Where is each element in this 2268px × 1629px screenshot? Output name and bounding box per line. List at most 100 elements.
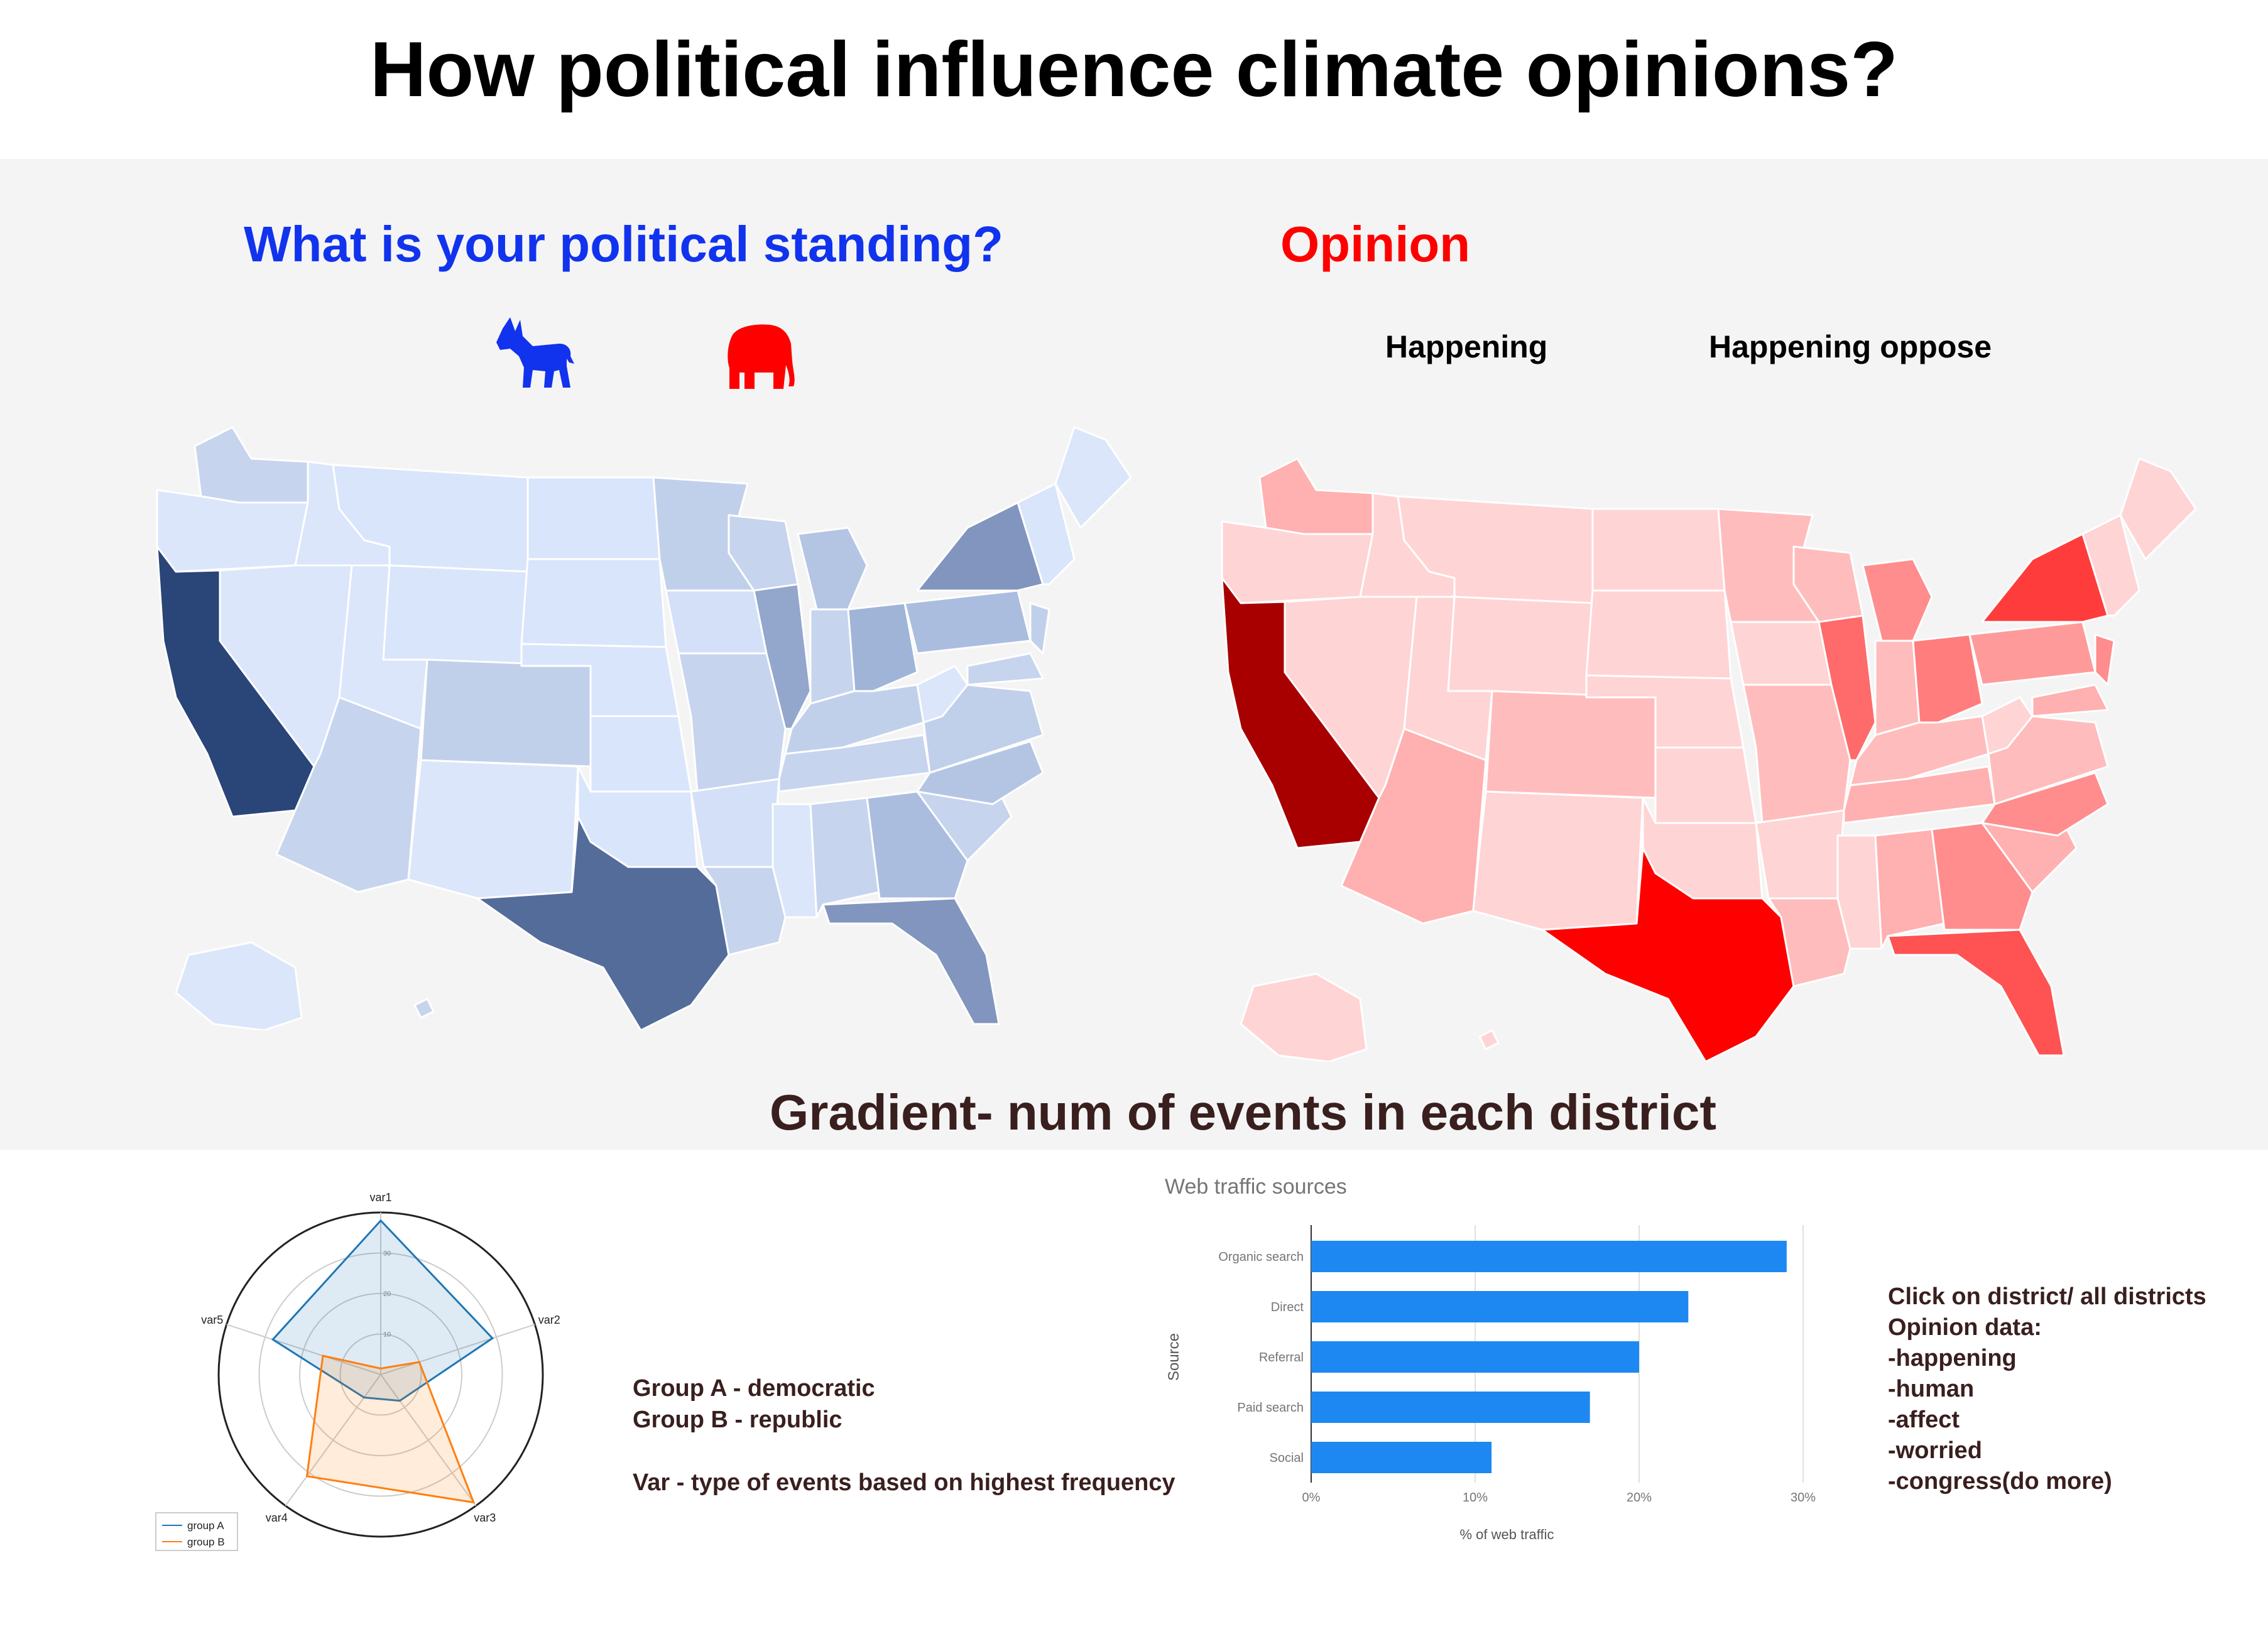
state-tn[interactable] [778,734,931,793]
state-in[interactable] [809,608,856,705]
state-ia[interactable] [665,589,768,655]
state-al[interactable] [1874,828,1946,950]
state-wv[interactable] [916,665,969,724]
state-nm[interactable] [407,759,579,900]
state-md[interactable] [2031,684,2109,717]
radar-tick-label: 20 [383,1290,391,1298]
note-line: -congress(do more) [1888,1468,2112,1495]
state-co[interactable] [420,658,592,768]
state-in[interactable] [1874,640,1921,736]
democrat-donkey-icon[interactable] [496,317,575,393]
opinion-notes: Click on district/ all districts Opinion… [1888,1282,2206,1497]
var-label: Var - type of events based on highest fr… [633,1469,1175,1496]
state-ar[interactable] [1755,809,1845,900]
state-nd[interactable] [526,476,661,560]
state-or[interactable] [1221,520,1374,604]
bar-x-tick-label: 10% [1463,1491,1488,1505]
state-az[interactable] [275,696,422,893]
state-nj[interactable] [2094,633,2115,686]
state-ne1[interactable] [1017,482,1076,586]
bar-chart-title: Web traffic sources [1165,1175,1347,1199]
bar-chart: Web traffic sources 0% 10% 20% 30% Organic se… [1165,1175,1816,1542]
republican-elephant-icon[interactable] [726,324,798,390]
state-pa[interactable] [903,589,1032,655]
state-nd[interactable] [1591,508,1726,592]
state-ar[interactable] [690,778,780,868]
state-me[interactable] [2119,457,2197,560]
state-az[interactable] [1340,727,1487,925]
state-fl[interactable] [822,897,1000,1025]
radar-spoke [380,1374,477,1506]
bar-x-tick-label: 20% [1627,1491,1652,1505]
state-sd[interactable] [520,558,667,648]
state-ia[interactable] [1730,621,1833,686]
state-ms[interactable] [1836,834,1883,950]
note-line: -worried [1888,1437,1982,1464]
state-md[interactable] [966,652,1044,686]
state-nm[interactable] [1472,790,1644,931]
happening-option[interactable]: Happening [1385,329,1548,364]
state-mi[interactable] [797,526,868,611]
state-me[interactable] [1054,426,1132,529]
bar [1311,1392,1590,1423]
state-mo[interactable] [677,652,787,793]
radar-spoke [226,1324,381,1375]
state-co[interactable] [1485,690,1657,799]
state-ms[interactable] [771,803,818,918]
state-ks[interactable] [589,715,692,793]
bar [1311,1291,1689,1322]
gradient-caption: Gradient- num of events in each district [770,1084,1716,1140]
bar [1311,1341,1639,1373]
us-map-political[interactable] [151,402,1156,1030]
state-ak[interactable] [1240,972,1368,1062]
state-wa[interactable] [1258,457,1374,535]
state-pa[interactable] [1968,621,2096,686]
state-ga[interactable] [1931,822,2034,931]
radar-chart: var1 var2 var3 var4 var5 10 20 30 group A group B [155,1191,560,1551]
radar-spoke [380,1324,535,1375]
state-or[interactable] [156,489,309,573]
state-hi[interactable] [413,998,435,1019]
note-line: Click on district/ all districts [1888,1283,2206,1310]
state-wy[interactable] [1447,596,1594,699]
state-al[interactable] [809,797,881,918]
state-nj[interactable] [1029,602,1050,655]
legend-label: group B [187,1536,225,1548]
state-ks[interactable] [1654,746,1757,824]
group-legend-text: Group A - democratic Group B - republic … [633,1373,1175,1498]
happening-oppose-option[interactable]: Happening oppose [1709,329,1992,364]
state-nc[interactable] [1981,771,2109,837]
state-fl[interactable] [1887,929,2065,1057]
radar-tick-label: 30 [383,1250,391,1258]
state-mo[interactable] [1742,684,1851,824]
state-ga[interactable] [866,790,969,900]
bar-x-tick-label: 0% [1302,1491,1321,1505]
state-wa[interactable] [194,426,309,504]
state-oh[interactable] [1912,633,1983,724]
note-line: -human [1888,1376,1975,1402]
bar [1311,1442,1492,1473]
state-hi[interactable] [1478,1029,1500,1050]
state-oh[interactable] [847,602,919,692]
state-ak[interactable] [175,941,303,1030]
radar-axis-label: var2 [538,1314,560,1326]
state-wv[interactable] [1981,696,2034,755]
bar-y-axis-label: Source [1165,1333,1182,1381]
bar-category-label: Paid search [1237,1401,1304,1415]
state-tn[interactable] [1843,765,1996,824]
state-sd[interactable] [1585,589,1732,680]
state-ne1[interactable] [2081,514,2140,617]
radar-axis-label: var3 [474,1512,496,1524]
state-mi[interactable] [1862,558,1933,642]
bar-x-axis-label: % of web traffic [1460,1527,1554,1542]
state-wy[interactable] [382,564,529,667]
bar-category-label: Direct [1271,1300,1304,1314]
radar-axis-label: var1 [369,1191,391,1204]
radar-spoke [285,1374,381,1506]
state-nc[interactable] [916,740,1044,805]
legend-label: group A [187,1520,224,1532]
opinion-heading: Opinion [1280,216,1471,272]
radar-series-group-B [305,1354,476,1504]
us-map-opinion[interactable] [1216,433,2221,1062]
note-line: -affect [1888,1407,1960,1433]
